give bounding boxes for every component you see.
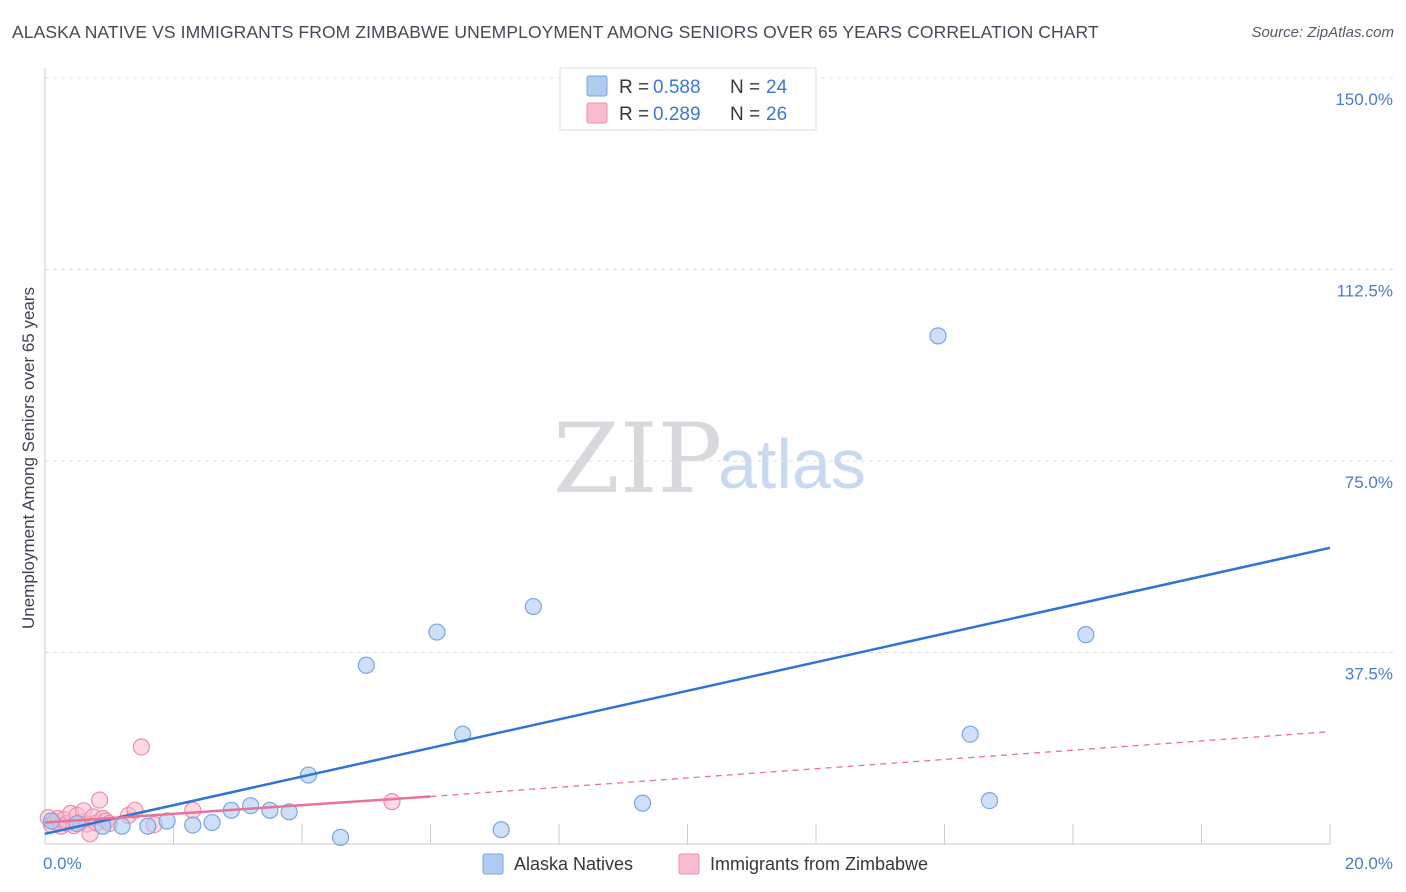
data-point-alaska xyxy=(929,327,947,345)
watermark-zip: ZIP xyxy=(553,403,722,515)
watermark-atlas: atlas xyxy=(718,425,866,503)
data-point-alaska xyxy=(158,812,176,830)
bottom-legend-swatch-pink xyxy=(678,853,700,875)
data-point-alaska xyxy=(139,817,157,835)
x-tick-label: 20.0% xyxy=(1345,854,1393,873)
source-label: Source: ZipAtlas.com xyxy=(1251,24,1394,41)
bottom-legend-label-zimbabwe: Immigrants from Zimbabwe xyxy=(710,854,928,874)
trend-line-zimbabwe xyxy=(44,795,431,824)
legend-r-value-2: 0.289 xyxy=(653,104,701,125)
legend-swatch-pink xyxy=(586,102,608,124)
bottom-legend-swatch-blue xyxy=(482,853,504,875)
data-point-zimbabwe xyxy=(383,793,401,811)
grid-lines xyxy=(45,77,1395,653)
legend-r-label-1: R = xyxy=(619,77,649,98)
y-tick-label: 37.5% xyxy=(1345,665,1393,684)
x-tick-label: 0.0% xyxy=(43,854,82,873)
legend-r-value-1: 0.588 xyxy=(653,77,701,98)
data-point-zimbabwe xyxy=(184,801,202,819)
data-point-alaska xyxy=(280,803,298,821)
legend-n-label-2: N = xyxy=(730,104,760,125)
data-point-alaska xyxy=(242,797,260,815)
y-tick-label: 112.5% xyxy=(1337,282,1393,301)
data-point-zimbabwe xyxy=(91,791,109,809)
data-point-alaska xyxy=(961,725,979,743)
data-point-alaska xyxy=(1077,626,1095,644)
series-alaska-natives-points xyxy=(42,327,1095,846)
trend-line-alaska xyxy=(44,546,1331,836)
data-point-alaska xyxy=(68,814,86,833)
trend-lines xyxy=(44,546,1331,836)
y-axis-title: Unemployment Among Seniors over 65 years xyxy=(19,287,38,629)
legend-n-value-1: 24 xyxy=(766,77,788,98)
data-point-alaska xyxy=(261,801,279,819)
series-immigrants-zimbabwe-points xyxy=(39,738,401,843)
data-point-zimbabwe xyxy=(132,738,150,756)
data-point-alaska xyxy=(357,656,375,674)
data-point-alaska xyxy=(428,623,446,641)
x-tick-labels: 0.0% 20.0% xyxy=(43,854,1393,873)
data-point-alaska xyxy=(113,817,131,835)
stats-legend: R = 0.588 N = 24 R = 0.289 N = 26 xyxy=(559,67,817,131)
y-tick-label: 75.0% xyxy=(1345,473,1393,492)
trend-line-zimbabwe-extension xyxy=(430,731,1331,798)
data-point-alaska xyxy=(980,791,999,810)
data-point-alaska xyxy=(633,794,652,812)
data-point-alaska xyxy=(524,597,542,616)
watermark: ZIP atlas xyxy=(553,403,866,515)
legend-n-label-1: N = xyxy=(730,77,760,98)
legend-r-label-2: R = xyxy=(619,104,649,125)
data-point-alaska xyxy=(454,725,472,743)
y-tick-label: 150.0% xyxy=(1335,90,1393,109)
data-point-alaska xyxy=(492,821,510,839)
bottom-legend-label-alaska: Alaska Natives xyxy=(514,854,633,874)
series-legend: Alaska Natives Immigrants from Zimbabwe xyxy=(482,853,928,875)
chart-title: ALASKA NATIVE VS IMMIGRANTS FROM ZIMBABW… xyxy=(12,22,1099,42)
legend-n-value-2: 26 xyxy=(766,104,787,125)
data-point-alaska xyxy=(184,816,202,834)
legend-swatch-blue xyxy=(586,75,608,97)
data-point-alaska xyxy=(331,828,350,846)
y-tick-labels: 37.5% 75.0% 112.5% 150.0% xyxy=(1335,90,1393,684)
data-point-alaska xyxy=(203,813,221,832)
axes xyxy=(44,68,1331,845)
